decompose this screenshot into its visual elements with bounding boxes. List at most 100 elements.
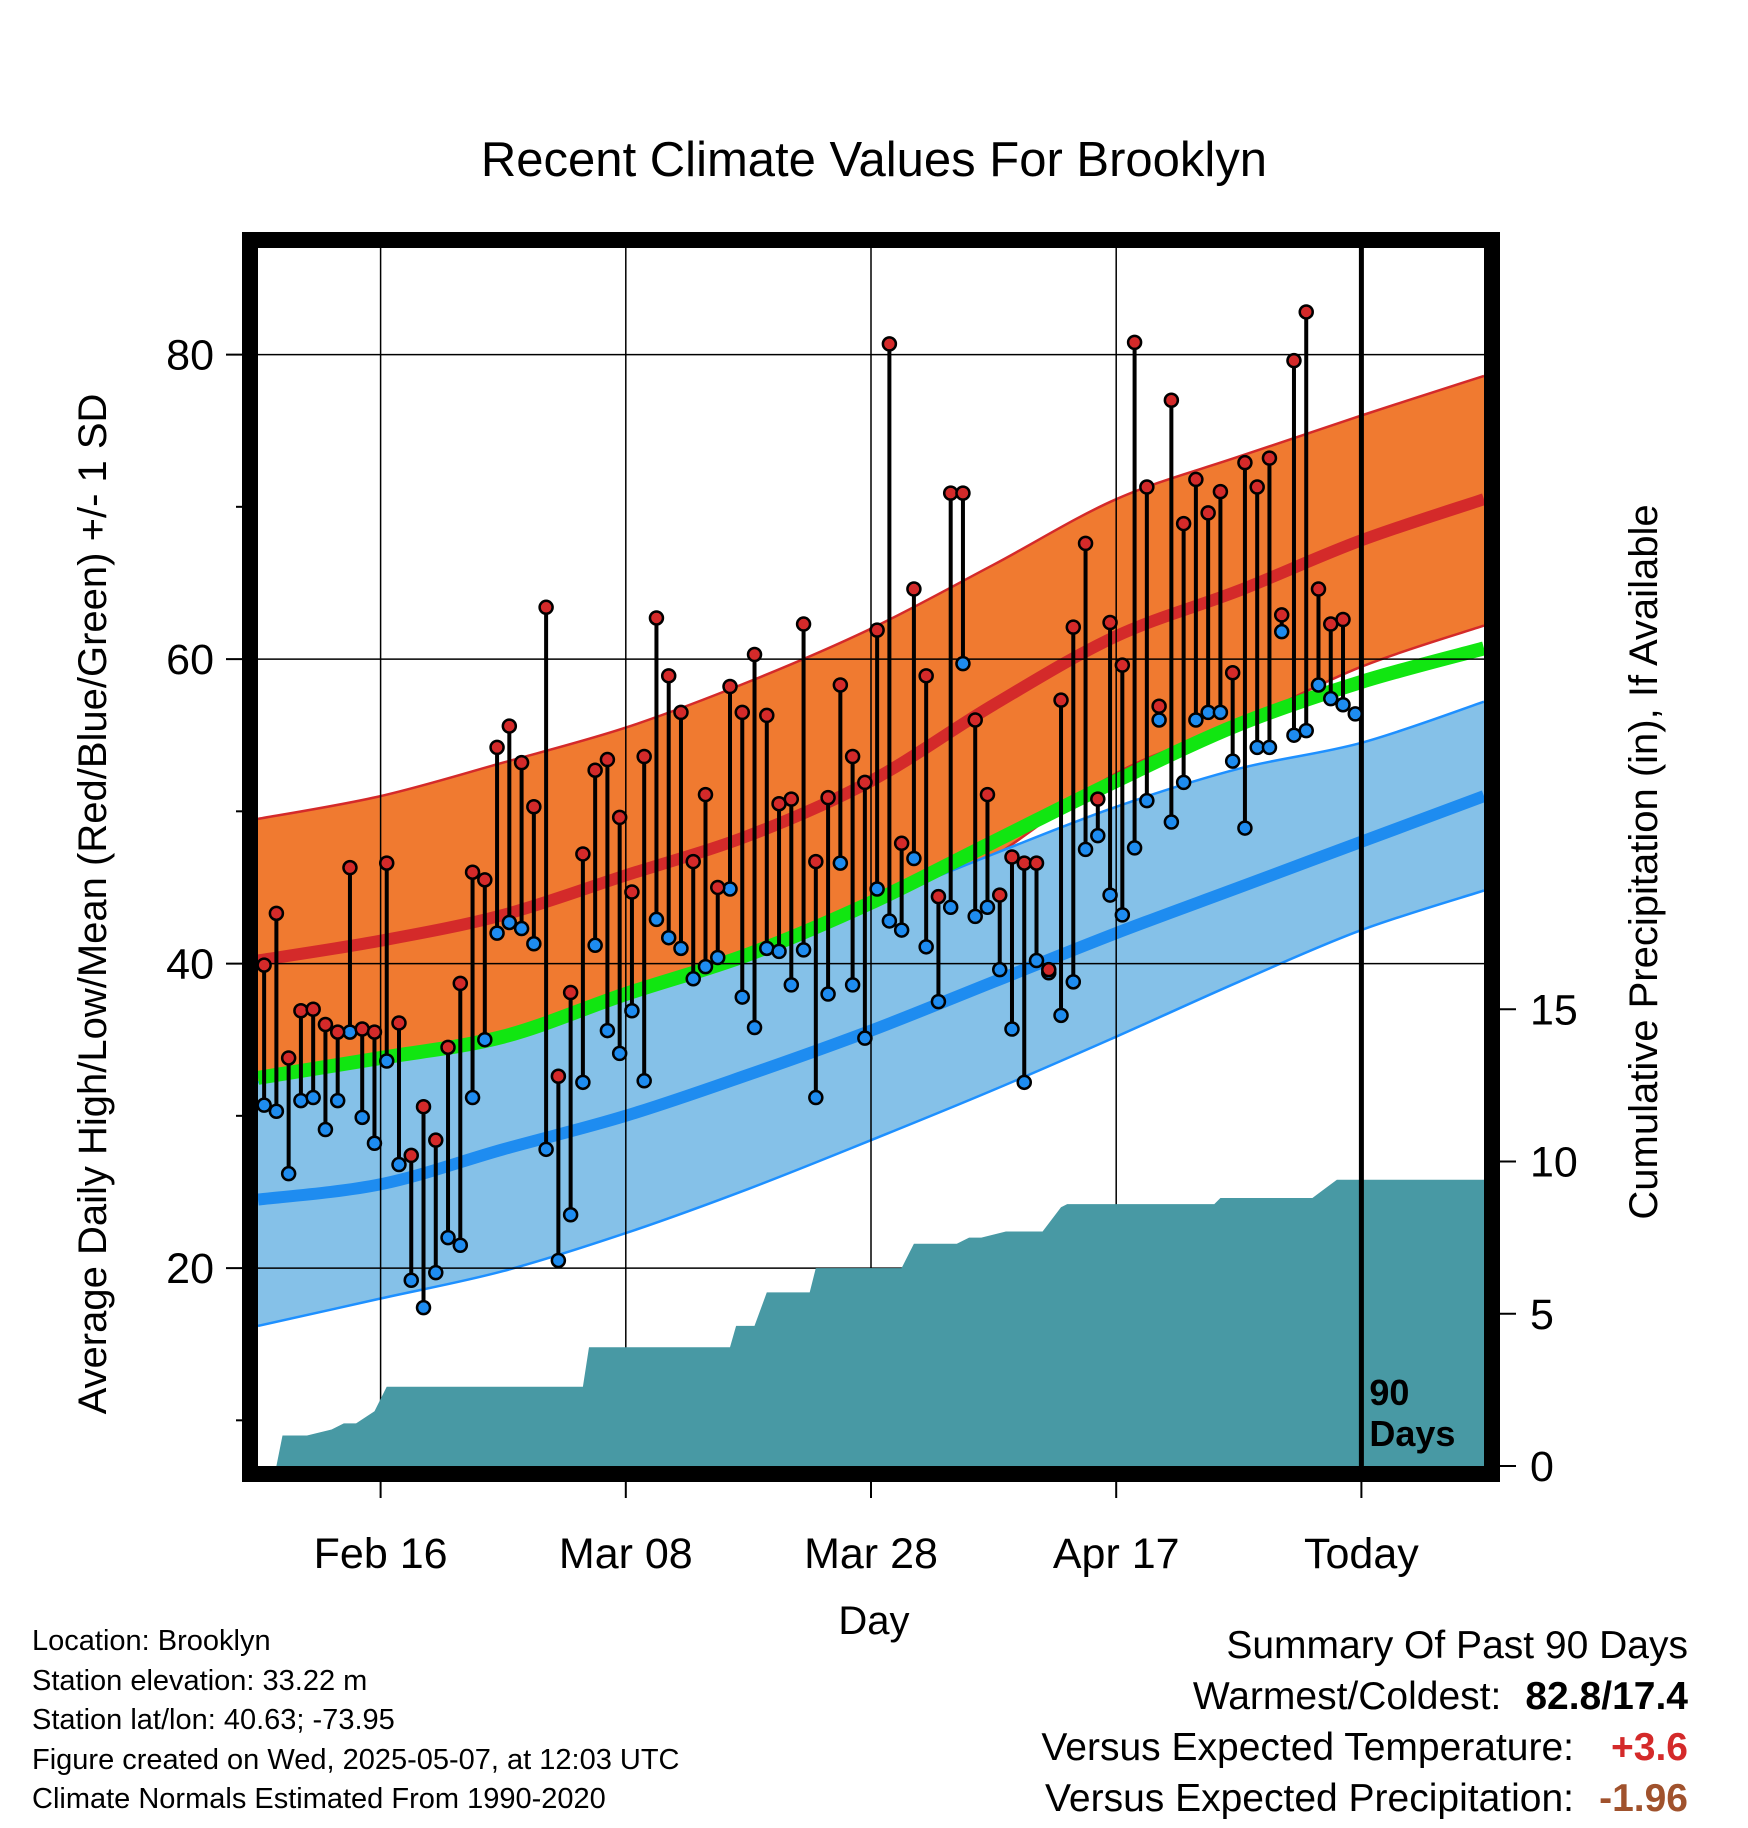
- daily-high-point: [1335, 611, 1351, 628]
- daily-high-point: [440, 1039, 456, 1056]
- daily-high-point: [513, 754, 530, 771]
- daily-low-point: [918, 939, 934, 955]
- daily-low-point: [1188, 712, 1204, 728]
- daily-high-point: [378, 855, 395, 871]
- daily-low-point: [1237, 820, 1253, 836]
- daily-high-point: [893, 835, 910, 852]
- daily-low-point: [1335, 697, 1351, 713]
- daily-high-point: [1090, 791, 1106, 807]
- daily-low-point: [428, 1264, 444, 1281]
- daily-high-point: [710, 879, 726, 896]
- warmest-coldest-value: 82.8/17.4: [1525, 1675, 1688, 1718]
- daily-high-point: [587, 762, 603, 778]
- daily-low-point: [293, 1092, 309, 1109]
- summary-heading: Summary Of Past 90 Days: [1226, 1624, 1688, 1667]
- daily-high-point: [305, 1001, 321, 1017]
- daily-low-point: [452, 1237, 469, 1253]
- y2-axis-label: Cumulative Precipitation (in), If Availa…: [1622, 504, 1666, 1219]
- daily-low-point: [550, 1252, 567, 1269]
- daily-high-point: [293, 1003, 309, 1019]
- daily-high-point: [477, 872, 493, 888]
- daily-high-point: [452, 975, 469, 992]
- daily-high-point: [648, 610, 665, 626]
- daily-high-point: [268, 905, 285, 922]
- temp-anomaly-label: Versus Expected Temperature:: [1041, 1726, 1574, 1769]
- daily-high-point: [258, 957, 272, 973]
- daily-low-point: [624, 1003, 640, 1019]
- temp-anomaly-value: +3.6: [1611, 1726, 1688, 1769]
- daily-high-point: [317, 1016, 334, 1033]
- daily-high-point: [489, 739, 505, 756]
- daily-low-point: [746, 1019, 763, 1036]
- daily-low-point: [820, 986, 836, 1002]
- daily-high-point: [1139, 479, 1155, 495]
- daily-high-point: [1041, 961, 1057, 978]
- daily-low-point: [771, 943, 787, 960]
- daily-low-point: [1028, 952, 1045, 969]
- created-text: Figure created on Wed, 2025-05-07, at 12…: [32, 1743, 680, 1776]
- daily-low-point: [844, 977, 861, 993]
- daily-high-point: [464, 864, 481, 880]
- daily-high-point: [783, 791, 800, 807]
- daily-high-point: [930, 888, 947, 905]
- daily-high-point: [918, 668, 934, 684]
- daily-high-point: [1065, 619, 1082, 635]
- daily-high-point: [636, 748, 652, 765]
- daily-high-point: [1249, 479, 1265, 495]
- daily-high-point: [795, 616, 812, 632]
- y-tick-label: 60: [166, 636, 214, 684]
- daily-low-point: [1212, 704, 1229, 721]
- daily-low-point: [906, 850, 922, 867]
- daily-high-point: [685, 853, 701, 870]
- x-axis-label: Day: [838, 1599, 909, 1643]
- daily-low-point: [673, 940, 689, 957]
- daily-low-point: [979, 899, 996, 915]
- daily-low-point: [268, 1103, 285, 1120]
- daily-low-point: [648, 911, 665, 928]
- daily-low-point: [685, 971, 701, 987]
- daily-low-point: [391, 1156, 407, 1173]
- daily-low-point: [1273, 623, 1290, 640]
- daily-high-point: [1273, 607, 1290, 623]
- daily-low-point: [1163, 814, 1180, 830]
- daily-low-point: [1224, 753, 1241, 769]
- daily-high-point: [660, 668, 677, 684]
- daily-low-point: [734, 989, 751, 1005]
- daily-low-point: [1323, 690, 1339, 707]
- daily-high-point: [1077, 535, 1094, 552]
- chart-title: Recent Climate Values For Brooklyn: [481, 133, 1267, 187]
- daily-high-point: [329, 1024, 346, 1040]
- daily-high-point: [501, 718, 518, 734]
- daily-high-point: [844, 748, 861, 765]
- daily-high-point: [881, 336, 898, 352]
- y-axis-label: Average Daily High/Low/Mean (Red/Blue/Gr…: [71, 394, 115, 1415]
- daily-high-point: [538, 599, 554, 616]
- daily-low-point: [832, 855, 849, 871]
- daily-low-point: [329, 1092, 346, 1109]
- daily-low-point: [513, 920, 530, 937]
- daily-high-point: [1102, 614, 1118, 631]
- daily-low-point: [930, 993, 947, 1010]
- daily-high-point: [1175, 515, 1192, 532]
- daily-low-point: [1261, 739, 1278, 756]
- daily-high-point: [1212, 483, 1229, 500]
- daily-low-point: [587, 937, 603, 954]
- y2-tick-label: 5: [1530, 1291, 1554, 1339]
- daily-low-point: [783, 977, 800, 993]
- precip-anomaly-label: Versus Expected Precipitation:: [1045, 1777, 1574, 1820]
- daily-high-point: [991, 887, 1008, 903]
- daily-low-point: [1139, 792, 1155, 809]
- daily-low-point: [258, 1097, 272, 1113]
- y2-tick-label: 10: [1530, 1139, 1578, 1187]
- daily-high-point: [1310, 581, 1327, 597]
- daily-low-point: [1347, 706, 1364, 722]
- daily-high-point: [1163, 392, 1180, 408]
- daily-low-point: [1126, 840, 1143, 856]
- daily-high-point: [403, 1147, 419, 1164]
- daily-high-point: [342, 859, 358, 876]
- x-tick-label: Feb 16: [314, 1530, 448, 1578]
- daily-low-point: [599, 1022, 616, 1039]
- axes: 20 40 60 80 0 5 10 15 Feb 16 Mar 08 Mar 28 Apr 17 To…: [166, 232, 1578, 1578]
- daily-high-point: [808, 853, 824, 870]
